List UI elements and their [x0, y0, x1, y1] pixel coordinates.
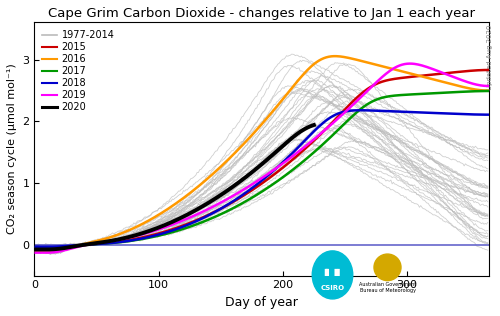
2018 [466, 112, 472, 116]
2017 [158, 233, 164, 237]
2015 [40, 247, 46, 251]
2015 [465, 69, 471, 73]
Line: 2015: 2015 [36, 70, 488, 249]
2016 [130, 227, 136, 231]
Ellipse shape [312, 251, 353, 299]
2016 [32, 249, 38, 252]
Title: Cape Grim Carbon Dioxide - changes relative to Jan 1 each year: Cape Grim Carbon Dioxide - changes relat… [48, 7, 475, 20]
Text: Australian Government
Bureau of Meteorology: Australian Government Bureau of Meteorol… [359, 282, 416, 293]
2015 [422, 74, 428, 77]
2016 [485, 89, 491, 93]
2017 [485, 89, 491, 93]
Line: 2020: 2020 [36, 125, 314, 250]
Y-axis label: CO₂ season cycle (μmol mol⁻¹): CO₂ season cycle (μmol mol⁻¹) [7, 64, 17, 234]
2018 [357, 108, 363, 112]
Circle shape [374, 254, 401, 281]
2018 [214, 209, 220, 213]
2015 [216, 207, 222, 211]
2016 [332, 54, 338, 58]
X-axis label: Day of year: Day of year [226, 296, 298, 309]
2019 [40, 251, 46, 255]
2019 [406, 62, 412, 65]
2017 [40, 246, 46, 250]
2015 [214, 209, 220, 213]
Line: 2017: 2017 [36, 91, 488, 248]
2015 [485, 68, 491, 72]
2018 [216, 208, 222, 211]
2017 [465, 90, 471, 94]
2015 [32, 247, 38, 251]
Legend: 1977-2014, 2015, 2016, 2017, 2018, 2019, 2020: 1977-2014, 2015, 2016, 2017, 2018, 2019,… [40, 27, 117, 115]
2020 [111, 239, 117, 242]
2020 [255, 165, 261, 169]
Line: 2018: 2018 [36, 110, 488, 247]
2020 [91, 241, 97, 245]
2015 [158, 231, 164, 235]
2019 [214, 203, 220, 206]
2019 [158, 227, 164, 230]
Text: CSIRO: CSIRO [320, 285, 344, 290]
2018 [130, 238, 136, 242]
2016 [422, 76, 428, 79]
2016 [40, 249, 46, 252]
2015 [130, 238, 136, 241]
2017 [32, 246, 38, 250]
2019 [485, 84, 491, 88]
2018 [158, 232, 164, 236]
2019 [32, 251, 38, 255]
2017 [422, 92, 428, 96]
2018 [485, 113, 491, 117]
2016 [158, 211, 164, 215]
Text: Updated Aug 2020: Updated Aug 2020 [486, 25, 492, 90]
2019 [130, 235, 136, 239]
2017 [214, 214, 220, 218]
2019 [466, 81, 472, 84]
Text: ▐▌▐▌: ▐▌▐▌ [322, 269, 343, 276]
2020 [228, 186, 234, 190]
2020 [32, 248, 38, 252]
2019 [216, 201, 222, 205]
2016 [216, 166, 222, 170]
2018 [40, 245, 46, 249]
2016 [466, 87, 472, 90]
Line: 2019: 2019 [36, 64, 488, 253]
2020 [311, 123, 317, 127]
2020 [266, 156, 272, 160]
Line: 2016: 2016 [36, 56, 488, 251]
2020 [258, 163, 264, 167]
2018 [422, 111, 428, 114]
2016 [214, 168, 220, 172]
2020 [40, 248, 46, 252]
2019 [422, 65, 428, 69]
2017 [216, 213, 222, 217]
2017 [130, 239, 136, 242]
2018 [32, 245, 38, 249]
